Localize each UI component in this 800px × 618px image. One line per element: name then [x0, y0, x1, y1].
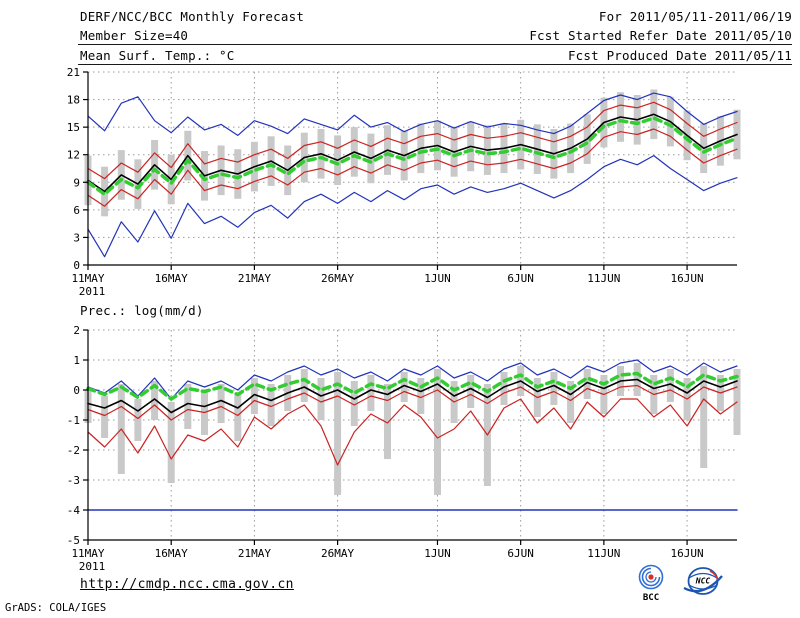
temperature-chart: 0 3 6 9 12 15 18 21 11MAY 16MAY 21MAY 26MAY 1JUN 6JUN… — [67, 66, 741, 298]
svg-text:16MAY: 16MAY — [155, 272, 188, 285]
prec-axis-title: Prec.: log(mm/d) — [80, 303, 204, 318]
svg-text:-5: -5 — [67, 534, 80, 547]
fcst-refer-date-label: Fcst Started Refer Date 2011/05/10 — [529, 28, 792, 43]
svg-text:21MAY: 21MAY — [238, 547, 271, 560]
svg-text:9: 9 — [73, 176, 80, 189]
svg-text:16JUN: 16JUN — [671, 272, 704, 285]
svg-text:2011: 2011 — [79, 560, 106, 573]
svg-text:18: 18 — [67, 94, 80, 107]
svg-text:16JUN: 16JUN — [671, 547, 704, 560]
svg-text:11MAY: 11MAY — [71, 547, 104, 560]
svg-text:0: 0 — [73, 384, 80, 397]
logos-group: BCC NCC — [634, 564, 726, 602]
svg-text:11JUN: 11JUN — [587, 547, 620, 560]
header-divider-bottom — [78, 64, 792, 65]
bcc-logo-label: BCC — [643, 593, 659, 602]
svg-text:-1: -1 — [67, 414, 80, 427]
fcst-produced-date-label: Fcst Produced Date 2011/05/11 — [567, 48, 792, 63]
svg-text:6JUN: 6JUN — [507, 272, 533, 285]
svg-text:2011: 2011 — [79, 285, 106, 298]
svg-text:6JUN: 6JUN — [507, 547, 533, 560]
svg-text:26MAY: 26MAY — [321, 547, 354, 560]
svg-text:0: 0 — [73, 259, 80, 272]
svg-text:11JUN: 11JUN — [587, 272, 620, 285]
svg-text:-2: -2 — [67, 444, 80, 457]
grads-credit: GrADS: COLA/IGES — [5, 602, 107, 614]
source-url: http://cmdp.ncc.cma.gov.cn — [80, 577, 294, 592]
svg-text:3: 3 — [73, 231, 80, 244]
svg-text:-4: -4 — [67, 504, 81, 517]
svg-text:21: 21 — [67, 66, 80, 79]
svg-text:1: 1 — [73, 354, 80, 367]
svg-text:12: 12 — [67, 149, 80, 162]
svg-text:2: 2 — [73, 324, 80, 337]
svg-text:26MAY: 26MAY — [321, 272, 354, 285]
svg-text:21MAY: 21MAY — [238, 272, 271, 285]
svg-text:6: 6 — [73, 204, 80, 217]
chart-title: DERF/NCC/BCC Monthly Forecast — [80, 9, 305, 24]
temp-axis-title: Mean Surf. Temp.: °C — [80, 48, 235, 63]
svg-text:1JUN: 1JUN — [424, 547, 451, 560]
precipitation-chart: -5 -4 -3 -2 -1 0 1 2 11MAY 16MAY 21MAY 26MAY 1JUN 6JU… — [67, 324, 741, 573]
svg-text:1JUN: 1JUN — [424, 272, 451, 285]
member-size-label: Member Size=40 — [80, 28, 189, 43]
svg-text:11MAY: 11MAY — [71, 272, 104, 285]
ncc-logo-label: NCC — [695, 577, 711, 586]
bcc-logo-dot — [648, 574, 654, 580]
svg-text:-3: -3 — [67, 474, 80, 487]
svg-text:15: 15 — [67, 121, 80, 134]
date-range-label: For 2011/05/11-2011/06/19 — [598, 9, 792, 24]
ncc-logo: NCC — [683, 567, 723, 595]
svg-text:16MAY: 16MAY — [155, 547, 188, 560]
header-divider-top — [78, 44, 792, 45]
bcc-logo: BCC — [638, 564, 664, 602]
